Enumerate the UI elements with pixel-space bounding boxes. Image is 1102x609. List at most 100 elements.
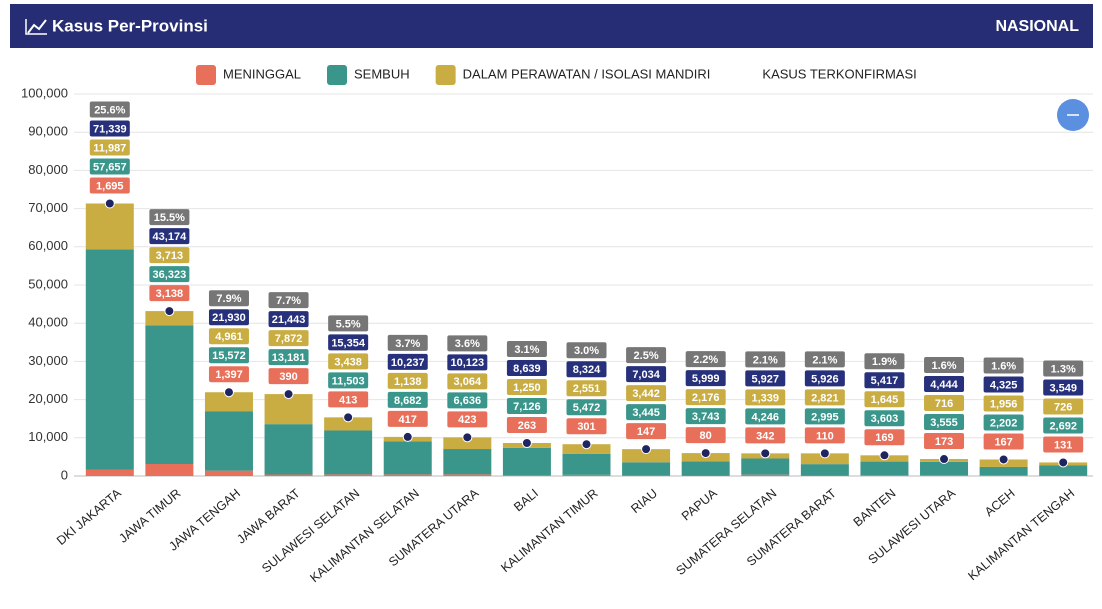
y-tick-label: 60,000 xyxy=(28,238,68,253)
value-label: 11,987 xyxy=(93,142,126,154)
value-label: 1,339 xyxy=(751,392,779,404)
value-label: 10,123 xyxy=(450,357,484,369)
value-label: 4,444 xyxy=(930,379,958,391)
bar-segment xyxy=(920,475,968,476)
value-label: 3.7% xyxy=(395,338,420,350)
value-label: 6,636 xyxy=(454,395,482,407)
x-tick-label: SUMATERA SELATAN xyxy=(673,486,779,578)
value-label: 3,713 xyxy=(156,250,184,262)
value-label: 2,176 xyxy=(692,392,720,404)
scope-button[interactable]: NASIONAL xyxy=(995,18,1079,35)
bar-segment xyxy=(860,475,908,476)
value-label: 11,503 xyxy=(332,375,365,387)
value-label: 301 xyxy=(577,421,595,433)
value-label: 1.6% xyxy=(991,360,1016,372)
value-label: 2,551 xyxy=(573,383,601,395)
header-title: Kasus Per-Provinsi xyxy=(52,16,208,35)
value-label: 2.1% xyxy=(812,354,837,366)
total-marker xyxy=(820,449,829,458)
value-label: 1,956 xyxy=(990,398,1018,410)
bar-segment xyxy=(86,470,134,476)
legend-label: KASUS TERKONFIRMASI xyxy=(762,66,916,81)
legend-label: MENINGGAL xyxy=(223,66,301,81)
total-marker xyxy=(344,413,353,422)
value-label: 173 xyxy=(935,436,953,448)
total-marker xyxy=(224,388,233,397)
value-label: 7,034 xyxy=(632,369,660,381)
value-label: 8,682 xyxy=(394,395,422,407)
total-marker xyxy=(105,199,114,208)
value-label: 3,138 xyxy=(156,288,184,300)
y-tick-label: 0 xyxy=(61,467,68,482)
value-label: 13,181 xyxy=(272,352,306,364)
value-label: 4,246 xyxy=(751,411,779,423)
value-label: 5,926 xyxy=(811,373,839,385)
total-marker xyxy=(582,440,591,449)
value-label: 1,645 xyxy=(871,394,899,406)
legend-swatch xyxy=(436,65,456,85)
bar-segment xyxy=(265,424,313,474)
y-tick-label: 80,000 xyxy=(28,162,68,177)
bar-segment xyxy=(622,475,670,476)
bar-segment xyxy=(145,464,193,476)
x-tick-label: SULAWESI SELATAN xyxy=(259,486,362,576)
y-tick-label: 20,000 xyxy=(28,391,68,406)
value-label: 21,930 xyxy=(212,312,246,324)
value-label: 342 xyxy=(756,430,774,442)
total-marker xyxy=(463,433,472,442)
value-label: 3,064 xyxy=(454,376,482,388)
value-label: 1,138 xyxy=(394,376,422,388)
bar-segment xyxy=(443,449,491,474)
value-label: 7.7% xyxy=(276,295,301,307)
bar-segment xyxy=(503,475,551,476)
bar-segment xyxy=(503,448,551,475)
value-label: 3,549 xyxy=(1049,382,1077,394)
value-label: 726 xyxy=(1054,401,1072,413)
value-label: 7.9% xyxy=(216,293,241,305)
value-label: 2,821 xyxy=(811,392,839,404)
value-label: 1.6% xyxy=(931,360,956,372)
bar-segment xyxy=(860,462,908,476)
total-marker xyxy=(701,449,710,458)
total-marker xyxy=(642,445,651,454)
value-label: 110 xyxy=(816,430,834,442)
value-label: 15.5% xyxy=(154,212,185,224)
x-tick-label: BANTEN xyxy=(851,486,899,529)
value-label: 15,572 xyxy=(212,350,246,362)
total-marker xyxy=(880,451,889,460)
value-label: 3.1% xyxy=(514,344,539,356)
value-label: 3,438 xyxy=(334,356,362,368)
value-label: 5,472 xyxy=(573,402,601,414)
value-label: 5.5% xyxy=(336,318,361,330)
value-label: 21,443 xyxy=(272,314,306,326)
value-label: 3.6% xyxy=(455,338,480,350)
value-label: 2,995 xyxy=(811,411,839,423)
value-label: 8,324 xyxy=(573,364,601,376)
x-tick-label: RIAU xyxy=(628,486,660,516)
x-tick-label: KALIMANTAN TIMUR xyxy=(498,486,600,575)
value-label: 3.0% xyxy=(574,345,599,357)
legend-label: SEMBUH xyxy=(354,66,410,81)
value-label: 2.1% xyxy=(753,354,778,366)
value-label: 4,325 xyxy=(990,379,1018,391)
value-label: 3,442 xyxy=(632,388,660,400)
value-label: 716 xyxy=(935,398,953,410)
x-tick-label: KALIMANTAN SELATAN xyxy=(307,486,421,585)
bar-segment xyxy=(384,441,432,474)
bar-segment xyxy=(145,325,193,464)
value-label: 3,743 xyxy=(692,411,720,423)
value-label: 7,872 xyxy=(275,333,303,345)
y-tick-label: 50,000 xyxy=(28,276,68,291)
value-label: 423 xyxy=(458,414,476,426)
total-marker xyxy=(1059,458,1068,467)
value-label: 417 xyxy=(399,414,417,426)
value-label: 2,202 xyxy=(990,417,1018,429)
bar-segment xyxy=(622,462,670,475)
value-label: 3,445 xyxy=(632,407,660,419)
value-label: 15,354 xyxy=(331,337,366,349)
bar-segment xyxy=(1039,475,1087,476)
bar-segment xyxy=(980,475,1028,476)
value-label: 43,174 xyxy=(153,231,188,243)
bar-segment xyxy=(443,474,491,476)
value-label: 2.5% xyxy=(634,350,659,362)
